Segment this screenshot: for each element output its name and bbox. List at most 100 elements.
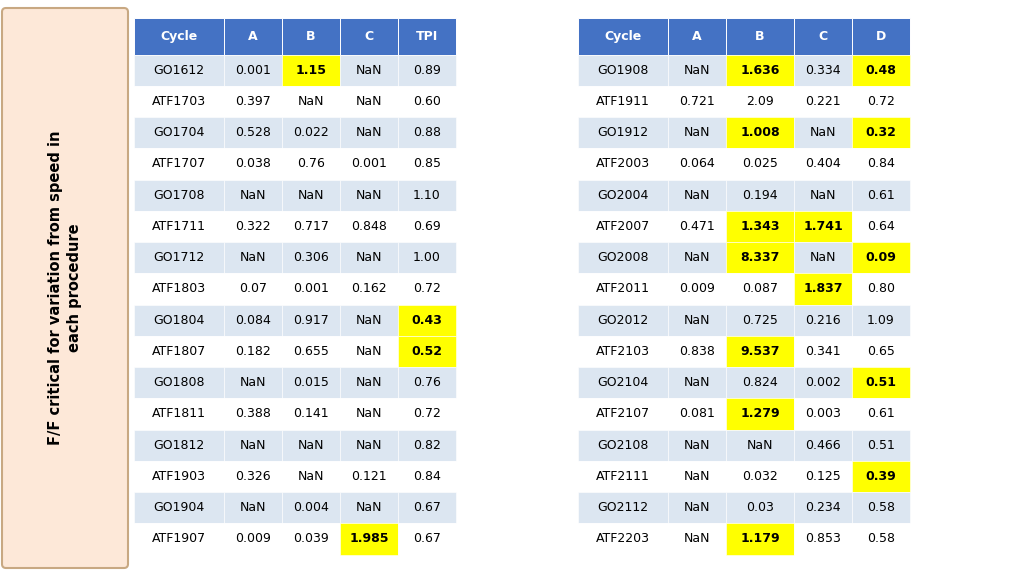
- Bar: [578, 86, 668, 117]
- Text: NaN: NaN: [355, 188, 382, 202]
- Text: 0.015: 0.015: [293, 376, 329, 389]
- Text: GO1708: GO1708: [154, 188, 205, 202]
- Bar: [224, 86, 282, 117]
- Bar: [726, 180, 794, 211]
- Text: NaN: NaN: [684, 313, 711, 327]
- Text: 0.58: 0.58: [867, 501, 895, 514]
- Text: NaN: NaN: [684, 439, 711, 452]
- Text: 0.081: 0.081: [679, 407, 715, 420]
- Text: NaN: NaN: [298, 95, 325, 108]
- Text: 0.721: 0.721: [679, 95, 715, 108]
- Bar: [224, 55, 282, 86]
- Bar: [398, 86, 456, 117]
- Bar: [398, 242, 456, 273]
- Text: NaN: NaN: [240, 376, 266, 389]
- Text: 1.343: 1.343: [740, 220, 779, 233]
- Bar: [340, 461, 398, 492]
- Bar: [852, 180, 910, 211]
- Text: 0.234: 0.234: [805, 501, 841, 514]
- Text: GO2004: GO2004: [597, 188, 648, 202]
- Bar: [282, 336, 340, 367]
- Text: NaN: NaN: [684, 532, 711, 545]
- Bar: [224, 211, 282, 242]
- Bar: [340, 148, 398, 180]
- Text: C: C: [365, 30, 374, 43]
- Text: 0.004: 0.004: [293, 501, 329, 514]
- Bar: [282, 55, 340, 86]
- Text: 0.162: 0.162: [351, 282, 387, 295]
- Text: 0.85: 0.85: [413, 157, 441, 170]
- Text: 0.471: 0.471: [679, 220, 715, 233]
- Bar: [282, 148, 340, 180]
- Bar: [134, 523, 224, 555]
- Bar: [578, 148, 668, 180]
- Text: GO1904: GO1904: [154, 501, 205, 514]
- Bar: [668, 55, 726, 86]
- Bar: [668, 211, 726, 242]
- Text: 0.61: 0.61: [867, 188, 895, 202]
- Bar: [668, 430, 726, 461]
- Bar: [852, 18, 910, 55]
- Bar: [668, 117, 726, 148]
- Bar: [224, 180, 282, 211]
- Text: ATF2103: ATF2103: [596, 345, 650, 358]
- Text: C: C: [818, 30, 827, 43]
- Bar: [578, 18, 668, 55]
- Text: GO1704: GO1704: [154, 126, 205, 139]
- Bar: [668, 148, 726, 180]
- Bar: [668, 523, 726, 555]
- Bar: [726, 305, 794, 336]
- Bar: [224, 461, 282, 492]
- Text: 0.52: 0.52: [412, 345, 442, 358]
- Bar: [578, 336, 668, 367]
- Text: 0.466: 0.466: [805, 439, 841, 452]
- Text: 8.337: 8.337: [740, 251, 779, 264]
- Bar: [340, 367, 398, 398]
- Text: NaN: NaN: [355, 501, 382, 514]
- Text: 0.76: 0.76: [413, 376, 441, 389]
- Text: 0.039: 0.039: [293, 532, 329, 545]
- Bar: [224, 242, 282, 273]
- Text: 1.15: 1.15: [296, 63, 327, 77]
- Text: 0.003: 0.003: [805, 407, 841, 420]
- Bar: [794, 398, 852, 430]
- Text: B: B: [306, 30, 315, 43]
- Text: 0.009: 0.009: [236, 532, 271, 545]
- Text: ATF1911: ATF1911: [596, 95, 650, 108]
- Text: ATF1903: ATF1903: [152, 470, 206, 483]
- Text: 0.917: 0.917: [293, 313, 329, 327]
- Bar: [726, 273, 794, 305]
- Text: 9.537: 9.537: [740, 345, 779, 358]
- Text: NaN: NaN: [240, 501, 266, 514]
- Bar: [726, 55, 794, 86]
- Text: 0.032: 0.032: [742, 470, 778, 483]
- Text: GO1808: GO1808: [154, 376, 205, 389]
- Bar: [852, 461, 910, 492]
- Text: 0.341: 0.341: [805, 345, 841, 358]
- Text: 0.306: 0.306: [293, 251, 329, 264]
- Text: NaN: NaN: [684, 470, 711, 483]
- Bar: [134, 211, 224, 242]
- Bar: [224, 492, 282, 523]
- Bar: [668, 242, 726, 273]
- Bar: [340, 211, 398, 242]
- Text: NaN: NaN: [298, 188, 325, 202]
- Text: 1.837: 1.837: [803, 282, 843, 295]
- Text: 0.221: 0.221: [805, 95, 841, 108]
- Bar: [340, 55, 398, 86]
- Bar: [794, 461, 852, 492]
- Bar: [134, 398, 224, 430]
- Text: ATF1711: ATF1711: [152, 220, 206, 233]
- Text: 0.09: 0.09: [865, 251, 896, 264]
- Bar: [794, 55, 852, 86]
- Text: GO1712: GO1712: [154, 251, 205, 264]
- Bar: [852, 398, 910, 430]
- Bar: [726, 242, 794, 273]
- Text: ATF1807: ATF1807: [152, 345, 206, 358]
- Bar: [224, 367, 282, 398]
- Bar: [852, 367, 910, 398]
- Text: 1.008: 1.008: [740, 126, 780, 139]
- Text: 0.182: 0.182: [236, 345, 271, 358]
- Text: F/F critical for variation from speed in
each procedure: F/F critical for variation from speed in…: [47, 131, 82, 445]
- Text: NaN: NaN: [810, 188, 837, 202]
